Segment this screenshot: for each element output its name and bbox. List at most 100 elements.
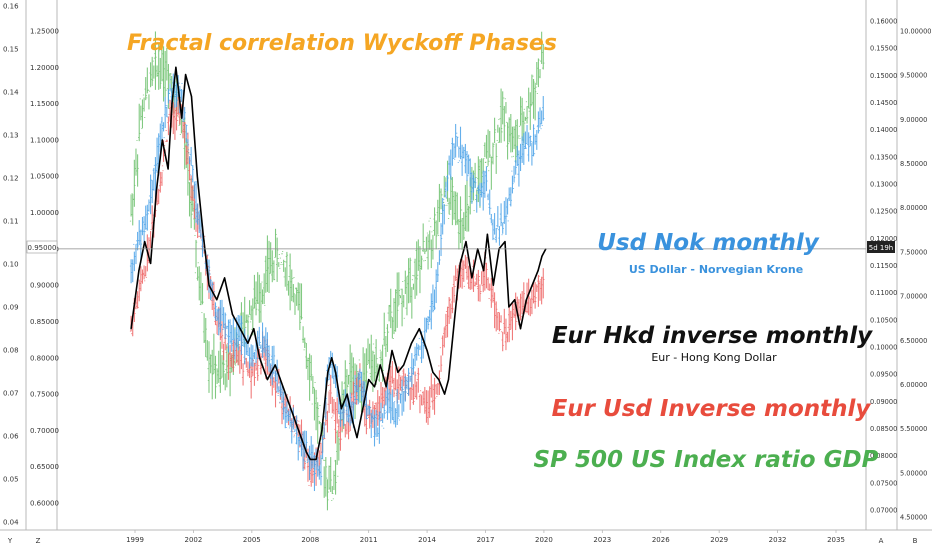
series-point <box>410 342 413 344</box>
axis-left-2-tick: 0.90000 <box>30 282 59 290</box>
corner-label-y[interactable]: Y <box>7 537 13 545</box>
axis-right-1-tick: 0.08000 <box>870 452 897 460</box>
axis-right-1-tick: 0.11500 <box>870 262 897 270</box>
series-point <box>418 328 420 330</box>
axis-left-2-tick: 0.70000 <box>30 427 59 435</box>
series-point <box>340 408 343 410</box>
series-point <box>334 371 337 373</box>
axis-left-1-tick: 0.05 <box>3 476 19 484</box>
current-price-label: 0.95000 <box>28 244 57 252</box>
series-point <box>297 429 300 431</box>
axis-right-1-tick: 0.10000 <box>870 344 897 352</box>
series-point <box>514 299 516 301</box>
series-usd-nok-monthly <box>129 73 545 492</box>
series-point <box>202 233 204 235</box>
x-tick-label: 2005 <box>243 536 261 544</box>
series-point <box>175 66 177 68</box>
series-point <box>208 284 210 286</box>
axis-left-2-tick: 0.75000 <box>30 391 59 399</box>
axis-left-1-tick: 0.14 <box>3 89 19 97</box>
axis-right-1-tick: 0.13500 <box>870 153 897 161</box>
series-point <box>397 371 399 373</box>
axis-right-2-tick: 6.00000 <box>900 381 927 389</box>
axis-right-2-tick: 8.00000 <box>900 204 927 212</box>
right-axis-2-ticks: 10.00000 9.50000 9.00000 8.50000 8.00000 7.50… <box>900 28 931 522</box>
legend-usd-nok: Usd Nok monthly <box>597 230 820 256</box>
series-point <box>130 328 132 330</box>
series-point <box>266 378 269 381</box>
series-point <box>321 429 323 431</box>
x-tick-label: 2035 <box>827 536 845 544</box>
x-tick-label: 2029 <box>710 536 728 544</box>
series-point <box>161 139 163 141</box>
series-point <box>155 190 158 192</box>
current-price-tag-left <box>26 240 58 254</box>
axis-right-1-tick: 0.14000 <box>870 126 897 134</box>
x-axis-ticks: 1999 2002 2005 2008 2011 2014 2017 2020 2023 2026… <box>126 530 845 544</box>
series-point <box>190 95 193 97</box>
series-point <box>459 262 461 264</box>
axis-left-1-tick: 0.06 <box>3 433 19 441</box>
series-point <box>486 233 489 235</box>
series-point <box>239 328 241 330</box>
series-point <box>403 364 405 366</box>
axis-right-1-tick: 0.16000 <box>870 18 897 26</box>
axis-left-1-tick: 0.08 <box>3 347 19 355</box>
axis-right-1-tick: 0.15000 <box>870 72 897 80</box>
corner-label-a[interactable]: A <box>879 537 884 545</box>
axis-right-1-tick: 0.10500 <box>870 316 897 324</box>
series-point <box>426 349 428 352</box>
series-point <box>231 313 233 315</box>
series-point <box>149 262 152 264</box>
axis-right-2-tick: 7.50000 <box>900 248 927 256</box>
left-axis-1-ticks: 0.16 0.15 0.14 0.13 0.12 0.11 0.10 0.09 0.08 0.07… <box>3 3 19 527</box>
series-point <box>432 371 434 373</box>
axis-right-2-tick: 9.50000 <box>900 72 927 80</box>
series-point <box>492 284 494 286</box>
series-eur-usd-inverse-monthly <box>129 93 545 487</box>
series-point <box>290 408 292 410</box>
x-tick-label: 2017 <box>477 536 495 544</box>
axis-right-1-tick: 0.13000 <box>870 181 897 189</box>
axis-left-1-tick: 0.07 <box>3 390 19 398</box>
left-axis-2-ticks: 1.25000 1.20000 1.15000 1.10000 1.05000 1.000… <box>30 28 59 508</box>
x-tick-label: 2008 <box>301 536 319 544</box>
series-point <box>447 378 450 381</box>
series-point <box>444 393 446 395</box>
axis-left-2-tick: 1.25000 <box>30 28 59 36</box>
current-time-label: 5d 19h <box>869 244 893 252</box>
axis-left-1-tick: 0.09 <box>3 304 19 312</box>
current-time-tag-right <box>867 241 895 253</box>
legend-eur-hkd: Eur Hkd inverse monthly <box>552 323 873 349</box>
axis-right-1-tick: 0.11000 <box>870 289 897 297</box>
axis-left-2-tick: 0.80000 <box>30 354 59 362</box>
axis-right-1-tick: 0.09000 <box>870 398 897 406</box>
axis-right-1-tick: 0.12500 <box>870 208 897 216</box>
series-point <box>196 175 198 177</box>
series-point <box>438 378 440 381</box>
series-point <box>259 357 261 359</box>
axis-right-2-tick: 5.00000 <box>900 469 927 477</box>
axis-left-2-tick: 1.00000 <box>30 209 59 217</box>
plot-area <box>129 31 547 511</box>
axis-right-2-tick: 5.50000 <box>900 425 927 433</box>
x-tick-label: 2014 <box>418 536 436 544</box>
x-tick-label: 2032 <box>769 536 787 544</box>
series-point <box>504 240 506 243</box>
legend-sp500: SP 500 US Index ratio GDP <box>534 447 879 473</box>
series-point <box>531 284 533 286</box>
x-tick-label: 2026 <box>652 536 670 544</box>
series-point <box>315 458 317 461</box>
axis-left-2-tick: 0.60000 <box>30 500 59 508</box>
axis-left-1-tick: 0.13 <box>3 132 19 140</box>
series-point <box>385 386 387 388</box>
axis-left-1-tick: 0.11 <box>3 218 19 226</box>
series-point <box>541 255 543 257</box>
axis-left-1-tick: 0.04 <box>3 519 19 527</box>
corner-label-b[interactable]: B <box>913 537 918 545</box>
axis-left-1-tick: 0.10 <box>3 261 19 269</box>
series-point <box>356 437 358 439</box>
corner-label-z[interactable]: Z <box>36 537 41 545</box>
chart-title: Fractal correlation Wyckoff Phases <box>127 31 557 56</box>
